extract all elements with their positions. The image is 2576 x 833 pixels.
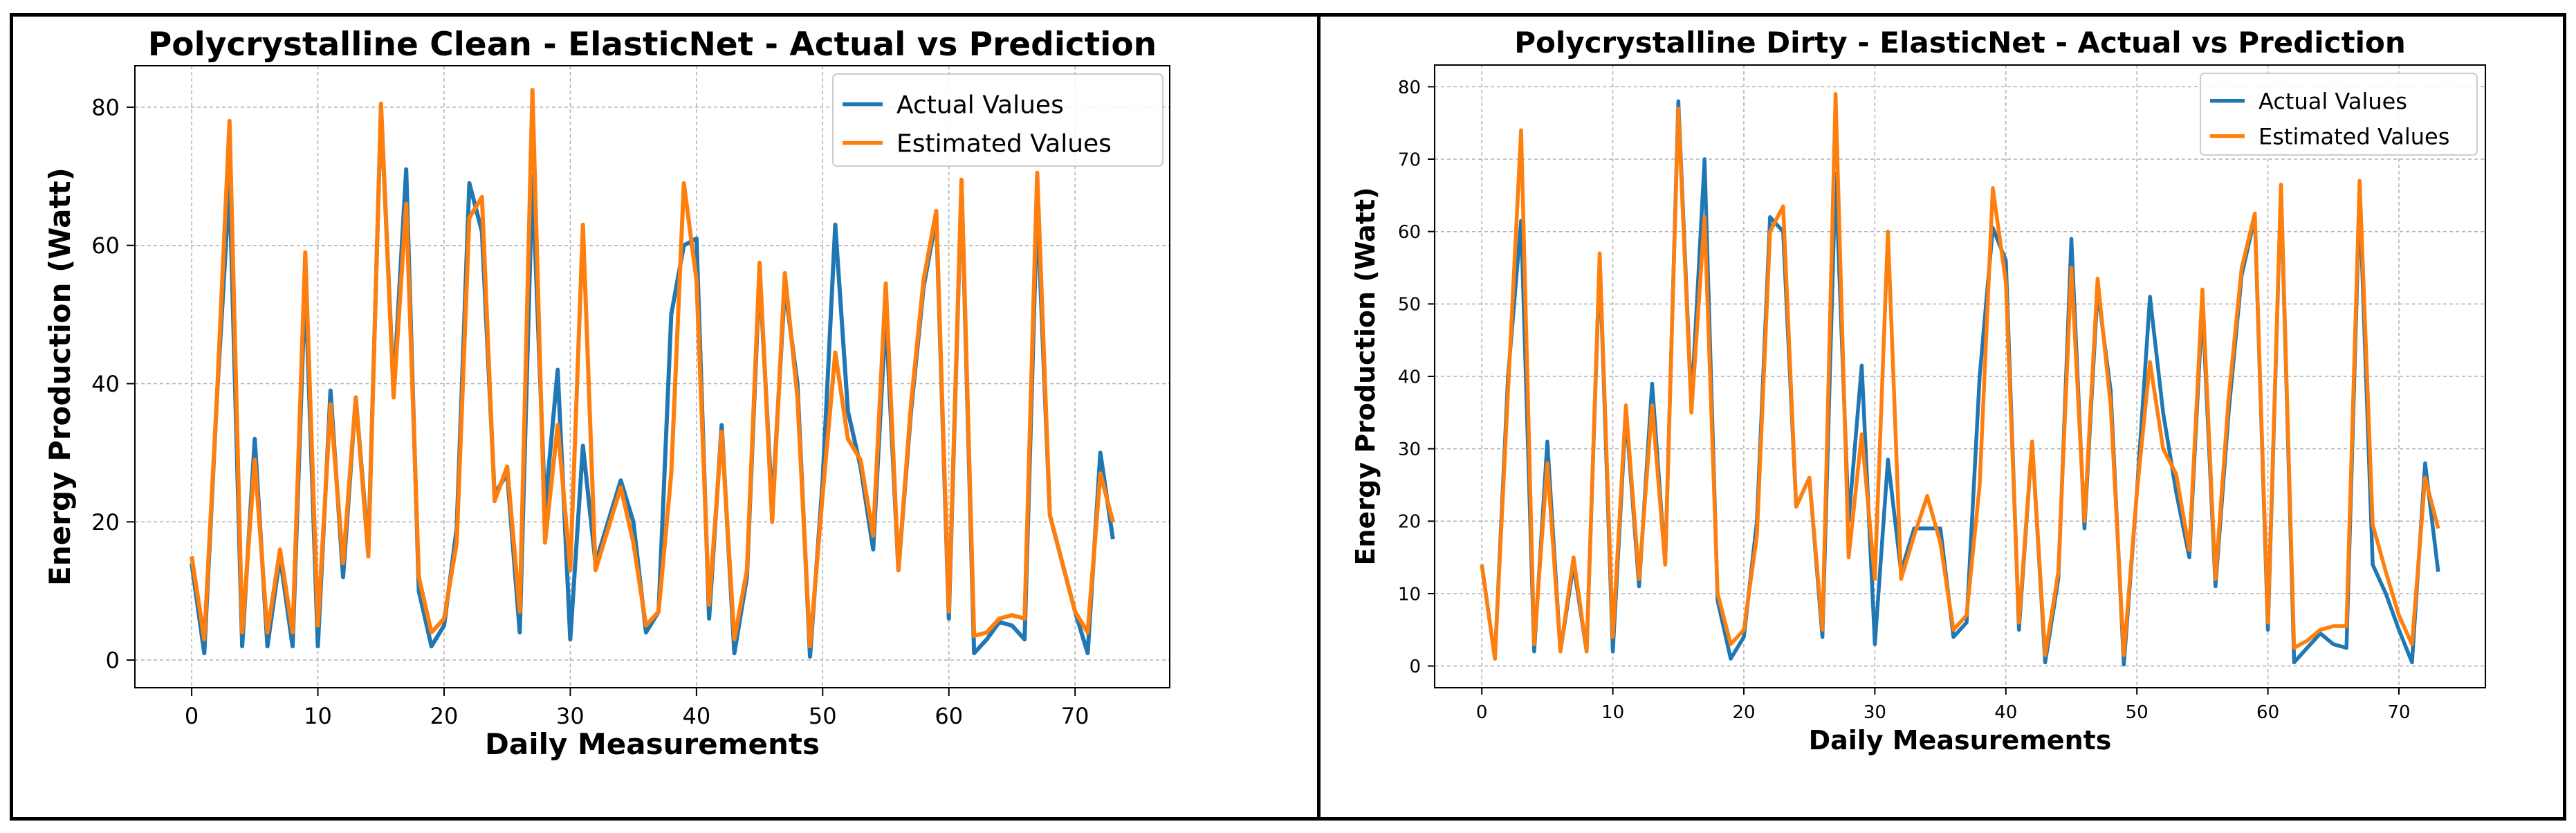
y-tick-label: 0	[106, 648, 120, 674]
x-tick-label: 40	[682, 703, 710, 729]
legend-label: Estimated Values	[896, 130, 1112, 158]
y-tick-label: 50	[1398, 295, 1421, 315]
x-tick-label: 20	[1732, 702, 1755, 723]
x-tick-label: 40	[1994, 702, 2017, 723]
x-tick-label: 10	[1601, 702, 1624, 723]
estimated-values-line	[190, 88, 1115, 649]
y-tick-label: 40	[1398, 367, 1421, 387]
x-axis-label: Daily Measurements	[1809, 725, 2112, 756]
legend-label: Estimated Values	[2258, 123, 2449, 149]
legend-box	[2200, 73, 2478, 156]
y-tick-label: 70	[1398, 149, 1421, 170]
y-tick-label: 0	[1409, 657, 1421, 677]
actual-values-line	[1480, 99, 2440, 667]
legend-label: Actual Values	[896, 91, 1064, 120]
y-tick-label: 60	[91, 232, 120, 259]
chart-panel-right: 0 10 20 30 40 50 60 70 0 10 20 30 40 50 60 70 80 Polycrys…	[1317, 13, 2566, 821]
x-tick-label: 70	[1061, 703, 1089, 729]
actual-values-line	[190, 104, 1115, 659]
legend-label: Actual Values	[2258, 88, 2407, 114]
estimated-values-line	[1480, 92, 2440, 661]
x-tick-label: 0	[1476, 702, 1488, 723]
x-tick-label: 60	[2256, 702, 2279, 723]
y-tick-label: 80	[1398, 77, 1421, 98]
y-axis-label: Energy Production (Watt)	[43, 167, 77, 586]
x-tick-label: 10	[304, 703, 332, 729]
x-tick-label: 60	[935, 703, 963, 729]
y-tick-label: 20	[91, 509, 120, 536]
legend-box	[832, 73, 1163, 167]
chart-clean: 0 10 20 30 40 50 60 70 0 20 40 60 80 Polycrystalline …	[43, 26, 1170, 761]
chart-panel-left: 0 10 20 30 40 50 60 70 0 20 40 60 80 Polycrystalline …	[10, 13, 1330, 821]
x-tick-label: 30	[1864, 702, 1886, 723]
y-tick-label: 60	[1398, 222, 1421, 243]
x-axis-label: Daily Measurements	[485, 727, 820, 761]
y-tick-label: 40	[91, 371, 120, 397]
y-tick-label: 30	[1398, 439, 1421, 460]
x-tick-label: 30	[556, 703, 585, 729]
y-axis-label: Energy Production (Watt)	[1350, 187, 1381, 565]
x-tick-label: 0	[185, 703, 199, 729]
x-tick-label: 20	[430, 703, 459, 729]
y-tick-label: 20	[1398, 512, 1421, 533]
chart-title: Polycrystalline Dirty - ElasticNet - Act…	[1514, 26, 2406, 60]
y-tick-label: 80	[91, 94, 120, 120]
x-tick-label: 70	[2387, 702, 2410, 723]
x-tick-label: 50	[2126, 702, 2149, 723]
y-tick-label: 10	[1398, 584, 1421, 605]
chart-title: Polycrystalline Clean - ElasticNet - Act…	[148, 26, 1157, 64]
chart-dirty: 0 10 20 30 40 50 60 70 0 10 20 30 40 50 60 70 80 Polycrys…	[1350, 26, 2486, 756]
plot-frame	[134, 65, 1170, 688]
x-tick-label: 50	[809, 703, 837, 729]
